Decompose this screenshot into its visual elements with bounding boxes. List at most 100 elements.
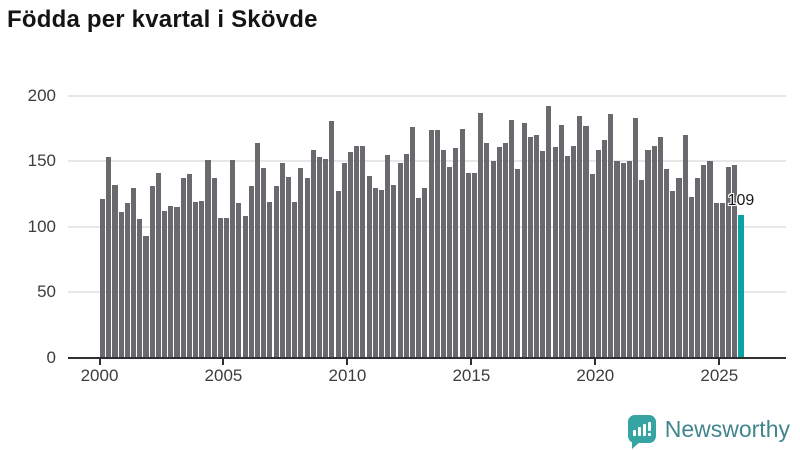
bar-2007-q4: [292, 201, 298, 358]
bar-2013-q4: [440, 149, 447, 358]
bar-2025-q1: [719, 203, 725, 358]
bar-2025-q2: [726, 166, 732, 358]
bar-2009-q4: [341, 162, 347, 358]
bar-2005-q3: [236, 203, 242, 358]
bar-2011-q4: [391, 184, 397, 358]
bar-2009-q3: [335, 191, 341, 358]
x-axis-tick-2020: [594, 358, 597, 365]
newsworthy-logo-icon: [627, 415, 656, 449]
bar-2002-q2: [155, 173, 161, 358]
bar-2023-q2: [676, 178, 682, 358]
bar-2019-q4: [589, 174, 595, 358]
gridline-150: [68, 160, 786, 163]
bar-2008-q4: [316, 157, 323, 358]
bar-2011-q2: [378, 190, 385, 358]
bar-2014-q4: [465, 173, 471, 358]
bar-2015-q2: [478, 112, 484, 358]
bar-2024-q2: [701, 165, 707, 358]
bar-2016-q1: [496, 146, 502, 358]
x-axis-label-2010: 2010: [328, 365, 367, 385]
bar-2018-q3: [558, 124, 564, 358]
bar-2021-q4: [639, 179, 645, 358]
bar-2014-q3: [459, 128, 465, 358]
bar-2004-q4: [217, 217, 223, 358]
bar-2016-q4: [515, 169, 521, 358]
bar-2003-q4: [193, 201, 199, 358]
bar-2022-q2: [651, 145, 657, 358]
bar-2014-q1: [447, 166, 453, 358]
bar-2022-q3: [657, 136, 663, 358]
bar-2022-q1: [645, 149, 651, 358]
y-axis-label-50: 50: [37, 282, 56, 302]
bar-2016-q2: [502, 143, 508, 358]
bar-2025-q3: [732, 165, 738, 358]
x-axis-label-2015: 2015: [452, 365, 491, 385]
y-axis-label-200: 200: [27, 86, 56, 105]
bar-2017-q2: [527, 136, 533, 358]
bar-2000-q1: [100, 199, 106, 358]
y-axis-label-100: 100: [27, 216, 56, 236]
bar-2009-q1: [323, 158, 329, 358]
gridline-200: [68, 95, 786, 97]
bar-2021-q2: [626, 161, 632, 358]
bar-2004-q2: [205, 160, 211, 358]
newsworthy-logo-text: Newsworthy: [664, 415, 790, 442]
bar-2007-q3: [285, 177, 292, 358]
x-axis-label-2005: 2005: [204, 365, 243, 385]
bar-2012-q4: [416, 197, 422, 358]
bar-2024-q4: [713, 203, 719, 358]
bar-2018-q1: [546, 106, 552, 358]
bar-2006-q1: [248, 186, 254, 358]
bar-2001-q2: [131, 187, 137, 358]
bar-2012-q3: [409, 127, 416, 358]
bar-2006-q3: [261, 167, 267, 358]
bar-2017-q3: [533, 135, 539, 358]
bar-2008-q2: [304, 178, 310, 358]
logo-exclamation: [647, 422, 651, 436]
bar-2020-q1: [595, 149, 601, 358]
bar-2015-q3: [484, 143, 490, 358]
bar-2014-q2: [453, 148, 459, 358]
bar-2024-q3: [707, 161, 713, 358]
highlight-value-label: 109: [727, 191, 755, 209]
bar-2000-q3: [112, 184, 118, 358]
bar-2016-q3: [509, 119, 515, 358]
logo-bar-large: [642, 424, 646, 436]
bar-2005-q1: [224, 217, 230, 358]
bar-2010-q2: [354, 145, 360, 358]
bar-2011-q3: [385, 154, 391, 358]
bar-2018-q4: [564, 156, 570, 358]
bar-2002-q3: [162, 211, 168, 358]
y-axis-label-150: 150: [27, 151, 56, 171]
bar-2023-q3: [682, 135, 688, 358]
bar-2010-q4: [366, 175, 372, 358]
bar-2013-q1: [422, 187, 428, 358]
bar-2005-q4: [242, 216, 248, 358]
newsworthy-logo: Newsworthy: [627, 415, 790, 449]
plot-area: 0 50 100 150 200 2000 2005 2010 2015 2020 2025 109: [27, 86, 786, 385]
bar-2001-q3: [137, 218, 143, 358]
bar-2010-q3: [360, 145, 366, 358]
bar-2009-q2: [329, 120, 335, 358]
x-axis-tick-2025: [718, 358, 721, 365]
y-axis-label-0: 0: [46, 347, 56, 367]
bar-2002-q1: [149, 186, 155, 358]
logo-bar-medium: [637, 427, 641, 436]
bar-2003-q1: [174, 207, 180, 358]
bar-2021-q3: [633, 118, 639, 358]
bar-2025-q4: [738, 214, 744, 358]
bar-2017-q4: [540, 150, 546, 358]
bar-2002-q4: [168, 205, 174, 358]
bar-2019-q3: [583, 126, 589, 358]
bar-2006-q2: [255, 143, 261, 358]
x-axis-line: [68, 356, 786, 359]
bar-2003-q2: [180, 178, 186, 358]
bar-2011-q1: [372, 187, 378, 358]
bar-2020-q2: [602, 140, 608, 358]
bar-2008-q3: [310, 149, 316, 358]
bar-2023-q1: [670, 191, 676, 358]
logo-bar-small: [632, 430, 636, 436]
bar-2003-q3: [186, 174, 192, 358]
bar-2008-q1: [298, 167, 304, 358]
bar-2021-q1: [620, 162, 626, 358]
